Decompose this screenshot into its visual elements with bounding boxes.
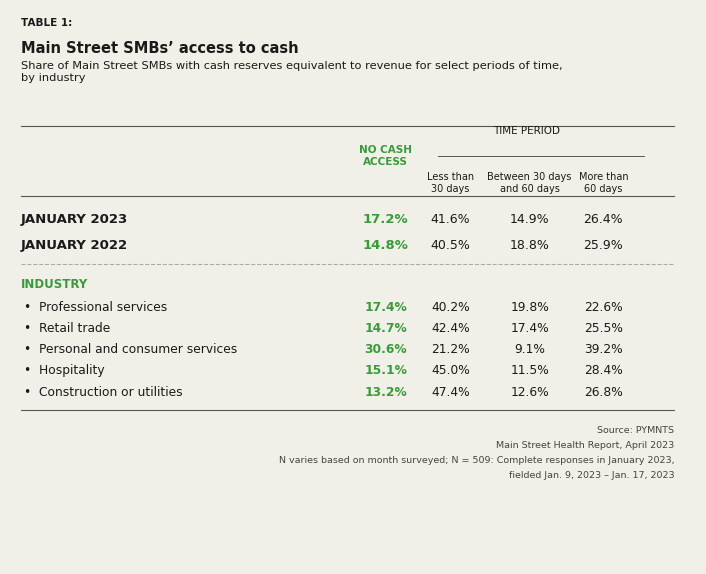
Text: 25.9%: 25.9% <box>583 239 623 252</box>
Text: 19.8%: 19.8% <box>510 301 549 313</box>
Text: JANUARY 2023: JANUARY 2023 <box>21 213 128 226</box>
Text: 26.4%: 26.4% <box>584 213 623 226</box>
Text: 45.0%: 45.0% <box>431 364 469 377</box>
Text: 12.6%: 12.6% <box>510 386 549 398</box>
Text: 9.1%: 9.1% <box>514 343 545 356</box>
Text: 17.2%: 17.2% <box>363 213 409 226</box>
Text: 17.4%: 17.4% <box>364 301 407 313</box>
Text: 30.6%: 30.6% <box>364 343 407 356</box>
Text: •  Hospitality: • Hospitality <box>24 364 105 377</box>
Text: 14.8%: 14.8% <box>363 239 409 252</box>
Text: 41.6%: 41.6% <box>431 213 470 226</box>
Text: 28.4%: 28.4% <box>584 364 623 377</box>
Text: NO CASH
ACCESS: NO CASH ACCESS <box>359 145 412 167</box>
Text: •  Construction or utilities: • Construction or utilities <box>24 386 183 398</box>
Text: 14.9%: 14.9% <box>510 213 549 226</box>
Text: 11.5%: 11.5% <box>510 364 549 377</box>
Text: Main Street Health Report, April 2023: Main Street Health Report, April 2023 <box>496 441 674 450</box>
Text: 15.1%: 15.1% <box>364 364 407 377</box>
Text: TABLE 1:: TABLE 1: <box>21 18 72 28</box>
Text: •  Personal and consumer services: • Personal and consumer services <box>24 343 238 356</box>
Text: 39.2%: 39.2% <box>584 343 623 356</box>
Text: 47.4%: 47.4% <box>431 386 469 398</box>
Text: Main Street SMBs’ access to cash: Main Street SMBs’ access to cash <box>21 41 299 56</box>
Text: •  Professional services: • Professional services <box>24 301 167 313</box>
Text: Between 30 days
and 60 days: Between 30 days and 60 days <box>487 172 572 194</box>
Text: INDUSTRY: INDUSTRY <box>21 278 88 290</box>
Text: 18.8%: 18.8% <box>510 239 549 252</box>
Text: 17.4%: 17.4% <box>510 322 549 335</box>
Text: Less than
30 days: Less than 30 days <box>427 172 474 194</box>
Text: 21.2%: 21.2% <box>431 343 469 356</box>
Text: 40.2%: 40.2% <box>431 301 469 313</box>
Text: N varies based on month surveyed; N = 509: Complete responses in January 2023,: N varies based on month surveyed; N = 50… <box>279 456 674 465</box>
Text: 13.2%: 13.2% <box>364 386 407 398</box>
Text: fielded Jan. 9, 2023 – Jan. 17, 2023: fielded Jan. 9, 2023 – Jan. 17, 2023 <box>508 471 674 480</box>
Text: 25.5%: 25.5% <box>584 322 623 335</box>
Text: 14.7%: 14.7% <box>364 322 407 335</box>
Text: 42.4%: 42.4% <box>431 322 469 335</box>
Text: More than
60 days: More than 60 days <box>578 172 628 194</box>
Text: Share of Main Street SMBs with cash reserves equivalent to revenue for select pe: Share of Main Street SMBs with cash rese… <box>21 61 563 83</box>
Text: JANUARY 2022: JANUARY 2022 <box>21 239 128 252</box>
Text: TIME PERIOD: TIME PERIOD <box>493 126 561 136</box>
Text: 40.5%: 40.5% <box>431 239 470 252</box>
Text: Source: PYMNTS: Source: PYMNTS <box>597 426 674 435</box>
Text: •  Retail trade: • Retail trade <box>24 322 111 335</box>
Text: 26.8%: 26.8% <box>584 386 623 398</box>
Text: 22.6%: 22.6% <box>584 301 623 313</box>
